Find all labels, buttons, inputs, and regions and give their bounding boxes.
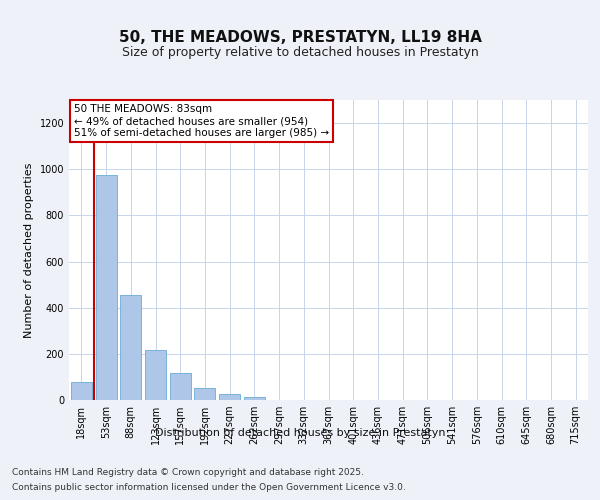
Y-axis label: Number of detached properties: Number of detached properties (24, 162, 34, 338)
Bar (219, 394, 240, 400)
Bar (194, 388, 215, 400)
Text: Size of property relative to detached houses in Prestatyn: Size of property relative to detached ho… (122, 46, 478, 59)
Bar (95, 175, 116, 400)
Text: Distribution of detached houses by size in Prestatyn: Distribution of detached houses by size … (155, 428, 445, 438)
Bar (244, 397, 265, 400)
Text: 50, THE MEADOWS, PRESTATYN, LL19 8HA: 50, THE MEADOWS, PRESTATYN, LL19 8HA (119, 30, 481, 45)
Text: Contains HM Land Registry data © Crown copyright and database right 2025.: Contains HM Land Registry data © Crown c… (12, 468, 364, 477)
Bar (120, 295, 141, 400)
Text: 50 THE MEADOWS: 83sqm
← 49% of detached houses are smaller (954)
51% of semi-det: 50 THE MEADOWS: 83sqm ← 49% of detached … (74, 104, 329, 138)
Bar (170, 374, 191, 400)
Bar (145, 350, 166, 400)
Bar (71, 382, 92, 400)
Text: Contains public sector information licensed under the Open Government Licence v3: Contains public sector information licen… (12, 483, 406, 492)
